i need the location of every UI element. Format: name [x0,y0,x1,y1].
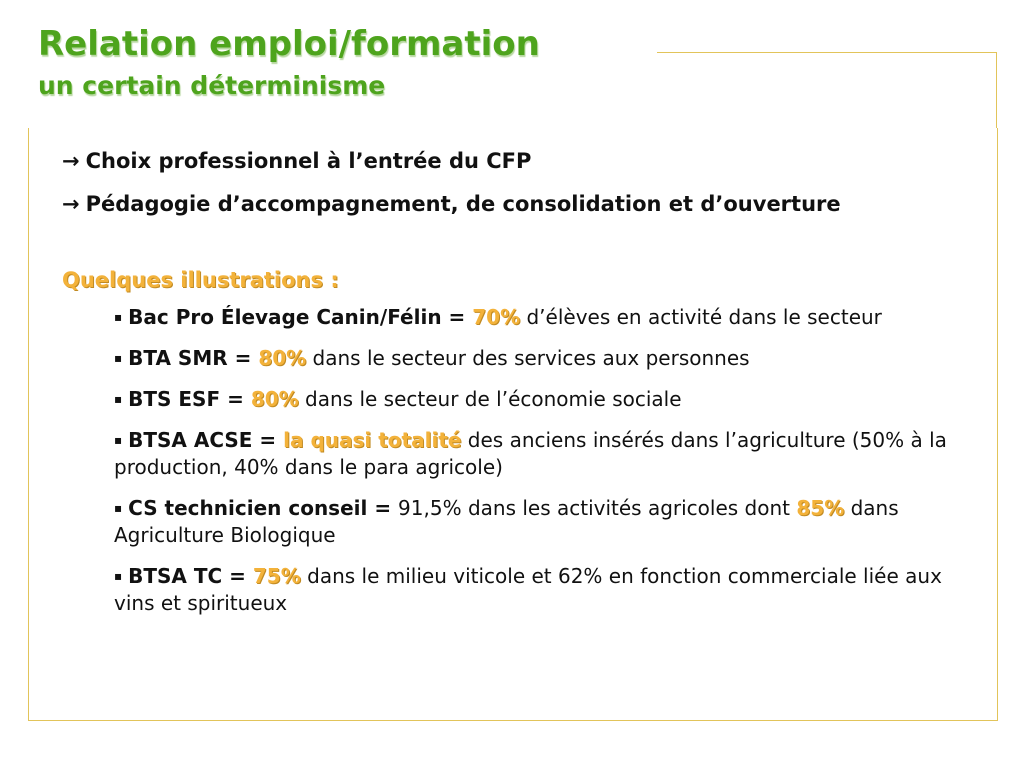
point-item: → Choix professionnel à l’entrée du CFP [62,146,962,177]
item-label: BTA SMR = [128,346,259,370]
list-item: ▪ BTS ESF = 80% dans le secteur de l’écon… [114,386,962,413]
content-frame [28,128,998,721]
item-text: dans le milieu viticole et 62% en foncti… [114,564,942,615]
item-highlight: 75% [252,564,301,588]
item-highlight: 80% [250,387,299,411]
square-bullet-icon: ▪ [114,351,123,365]
item-highlight: la quasi totalité [283,428,462,452]
item-text: des anciens insérés dans l’agriculture (… [114,428,947,479]
arrow-right-icon: → [62,192,80,216]
illustrations-list: ▪ Bac Pro Élevage Canin/Félin = 70% d’élè… [62,304,962,617]
square-bullet-icon: ▪ [114,310,123,324]
slide-subtitle: un certain déterminisme [38,71,386,100]
item-label: CS technicien conseil = [128,496,399,520]
square-bullet-icon: ▪ [114,433,123,447]
item-label: BTSA ACSE = [128,428,284,452]
list-item: ▪ BTSA ACSE = la quasi totalité des ancie… [114,427,962,481]
item-highlight: 70% [472,305,521,329]
arrow-right-icon: → [62,149,80,173]
point-text: Pédagogie d’accompagnement, de consolida… [85,192,841,216]
list-item: ▪ BTA SMR = 80% dans le secteur des servi… [114,345,962,372]
list-item: ▪ Bac Pro Élevage Canin/Félin = 70% d’élè… [114,304,962,331]
item-text: d’élèves en activité dans le secteur [520,305,882,329]
item-mid-text: 91,5% dans les activités agricoles dont [398,496,797,520]
illustrations-heading: Quelques illustrations : [62,268,339,292]
item-label: Bac Pro Élevage Canin/Félin = [128,305,473,329]
item-text: dans le secteur des services aux personn… [306,346,750,370]
list-item: ▪ BTSA TC = 75% dans le milieu viticole e… [114,563,962,617]
point-item: → Pédagogie d’accompagnement, de consolid… [62,189,962,220]
list-item: ▪ CS technicien conseil = 91,5% dans les … [114,495,962,549]
item-highlight: 85% [796,496,845,520]
slide-title: Relation emploi/formation [38,24,540,64]
square-bullet-icon: ▪ [114,501,123,515]
item-text: dans Agriculture Biologique [114,496,899,547]
frame-right-line [996,52,997,128]
item-label: BTS ESF = [128,387,251,411]
item-label: BTSA TC = [128,564,253,588]
point-text: Choix professionnel à l’entrée du CFP [85,149,532,173]
item-highlight: 80% [258,346,307,370]
slide-content: → Choix professionnel à l’entrée du CFP →… [62,146,962,631]
item-text: dans le secteur de l’économie sociale [298,387,682,411]
square-bullet-icon: ▪ [114,392,123,406]
square-bullet-icon: ▪ [114,569,123,583]
frame-top-line [657,52,997,53]
